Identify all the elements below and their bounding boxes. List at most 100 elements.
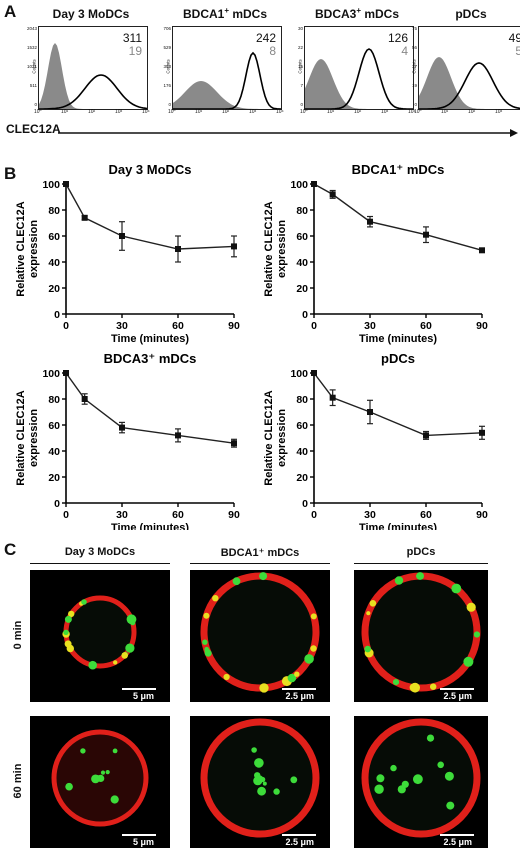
data-point (329, 394, 336, 401)
y-axis-label: Relative CLEC12Aexpression (263, 390, 288, 485)
histogram-x-tick: 10¹ (441, 109, 449, 115)
clec12a-spot (94, 775, 101, 782)
y-axis-label: Relative CLEC12Aexpression (263, 201, 288, 296)
x-tick-label: 30 (364, 320, 376, 332)
clec12a-spot (310, 613, 317, 620)
mfi-stained: 49 (508, 31, 520, 45)
histogram-x-tick: 10² (222, 109, 230, 115)
y-tick-label: 40 (296, 446, 308, 458)
confocal-row-label: 0 min (12, 620, 24, 650)
x-tick-label: 60 (172, 320, 184, 332)
y-tick-label: 0 (302, 498, 308, 510)
clec12a-spot (262, 781, 267, 786)
clec12a-spot (366, 611, 371, 616)
histogram-y-tick: 1532 (26, 45, 37, 50)
data-point (311, 181, 317, 187)
clec12a-spot (451, 583, 462, 594)
histogram-x-tick: 10¹ (327, 109, 335, 115)
clec12a-spot (444, 771, 454, 781)
histogram-title: BDCA3+ mDCs (314, 6, 400, 21)
y-tick-label: 100 (42, 368, 60, 380)
histogram-plot (304, 26, 414, 110)
y-tick-label: 0 (54, 309, 60, 321)
clec12a-spot (392, 679, 400, 686)
confocal-column-rule (354, 563, 488, 564)
clec12a-spot (410, 682, 420, 693)
confocal-column-rule (30, 563, 170, 564)
clec12a-spot (204, 649, 212, 657)
y-tick-label: 100 (290, 179, 308, 191)
histogram-plot (38, 26, 148, 110)
clec12a-spot (65, 782, 73, 791)
y-axis-label: Relative CLEC12Aexpression (15, 201, 40, 296)
scale-bar-label: 5 μm (132, 837, 154, 847)
histogram-x-tick: 10⁴ (408, 109, 416, 115)
scale-bar (122, 688, 156, 690)
histogram-x-tick: 10³ (381, 109, 389, 115)
clec12a-spot (466, 602, 476, 612)
clec12a-spot (251, 747, 257, 753)
clec12a-spot (287, 673, 297, 683)
chart-title: BDCA3⁺ mDCs (104, 351, 197, 366)
clec12a-spot (112, 748, 118, 754)
clec12a-spot (259, 683, 269, 693)
isotype-histogram (173, 81, 281, 109)
mfi-stained: 311 (122, 31, 142, 45)
panel-label-a: A (4, 2, 17, 21)
clec12a-spot (376, 774, 385, 783)
y-tick-label: 60 (296, 420, 308, 432)
histogram-y-tick: 15 (297, 64, 303, 69)
clec12a-spot (473, 631, 480, 638)
y-tick-label: 20 (296, 472, 308, 484)
clec12a-spot (255, 775, 264, 783)
x-tick-label: 60 (172, 509, 184, 521)
x-tick-label: 90 (228, 320, 240, 332)
histogram-axis-arrow (58, 129, 518, 137)
mfi-stained: 242 (255, 31, 276, 45)
histogram-x-label: CLEC12A (6, 122, 61, 136)
mfi-values: 126 4 (372, 32, 408, 58)
y-tick-label: 80 (48, 394, 60, 406)
clec12a-spot (80, 748, 86, 754)
clec12a-spot (416, 572, 424, 580)
isotype-histogram (39, 43, 147, 109)
y-axis-label: Relative CLEC12Aexpression (15, 390, 40, 485)
clec12a-spot (125, 643, 135, 653)
x-tick-label: 90 (228, 509, 240, 521)
confocal-row-label: 60 min (12, 763, 24, 799)
line-chart: pDCs 0 20 40 60 80 100 0 30 60 90 Time (minutes) Rel… (263, 351, 488, 530)
data-point (81, 396, 88, 402)
histogram-title: Day 3 MoDCs (52, 7, 130, 21)
line-chart: BDCA1⁺ mDCs 0 20 40 60 80 100 0 30 60 90 Time (minu… (263, 162, 488, 345)
scale-bar (282, 834, 316, 836)
clec12a-spot (203, 612, 210, 619)
confocal-column-title: BDCA1⁺ mDCs (220, 547, 300, 559)
histogram-x-tick: 10³ (115, 109, 123, 115)
clec12a-spot (437, 761, 444, 769)
clec12a-spot (364, 645, 371, 653)
histogram-y-label: Counts (411, 59, 417, 74)
mfi-isotype: 8 (269, 44, 276, 58)
cell-membrane (200, 572, 320, 692)
clec12a-spot (68, 610, 75, 618)
clec12a-spot (110, 795, 119, 804)
confocal-column-title: Day 3 MoDCs (64, 546, 136, 558)
clec12a-spot (254, 758, 264, 768)
confocal-image: 2.5 μm (354, 716, 488, 848)
data-point (423, 432, 429, 439)
line-charts-panel: Day 3 MoDCs 0 20 40 60 80 100 0 30 60 90 Time (minu… (15, 162, 488, 530)
clec12a-histogram (173, 51, 281, 109)
clec12a-spot (257, 786, 266, 796)
isotype-histogram (419, 57, 520, 109)
scale-bar-label: 2.5 μm (285, 691, 314, 701)
histogram-x-tick: 10¹ (61, 109, 69, 115)
histogram-y-tick: 0 (168, 102, 171, 107)
line-chart: Day 3 MoDCs 0 20 40 60 80 100 0 30 60 90 Time (minu… (15, 162, 240, 345)
clec12a-spot (202, 639, 208, 645)
scale-bar (440, 688, 474, 690)
clec12a-spot (100, 770, 106, 775)
clec12a-spot (259, 572, 268, 581)
histogram-x-tick: 10⁰ (414, 109, 422, 115)
histogram-y-tick: 529 (163, 45, 171, 50)
x-tick-label: 0 (63, 509, 69, 521)
